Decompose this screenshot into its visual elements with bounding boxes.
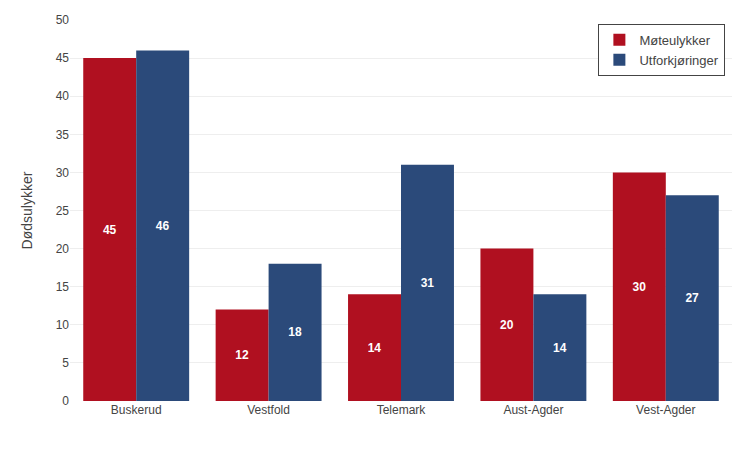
svg-text:20: 20 [500,318,514,332]
svg-text:5: 5 [62,356,69,370]
svg-text:25: 25 [56,204,70,218]
svg-text:Telemark: Telemark [377,403,427,417]
svg-text:31: 31 [421,276,435,290]
svg-text:Dødsulykker: Dødsulykker [19,171,35,249]
svg-text:Vestfold: Vestfold [247,403,290,417]
svg-text:20: 20 [56,242,70,256]
svg-text:Aust-Agder: Aust-Agder [503,403,563,417]
svg-text:Buskerud: Buskerud [111,403,162,417]
svg-text:40: 40 [56,89,70,103]
svg-text:Vest-Agder: Vest-Agder [636,403,695,417]
svg-text:35: 35 [56,128,70,142]
svg-text:18: 18 [288,325,302,339]
svg-text:15: 15 [56,280,70,294]
svg-text:10: 10 [56,318,70,332]
svg-text:30: 30 [56,166,70,180]
svg-text:Utforkjøringer: Utforkjøringer [639,53,718,68]
svg-text:50: 50 [56,13,70,27]
svg-text:14: 14 [553,341,567,355]
svg-text:0: 0 [62,394,69,408]
svg-text:27: 27 [685,291,699,305]
svg-text:45: 45 [56,51,70,65]
svg-text:12: 12 [235,348,249,362]
svg-text:14: 14 [368,341,382,355]
svg-text:45: 45 [103,223,117,237]
svg-text:46: 46 [156,219,170,233]
svg-text:Møteulykker: Møteulykker [639,33,710,48]
svg-text:30: 30 [632,280,646,294]
